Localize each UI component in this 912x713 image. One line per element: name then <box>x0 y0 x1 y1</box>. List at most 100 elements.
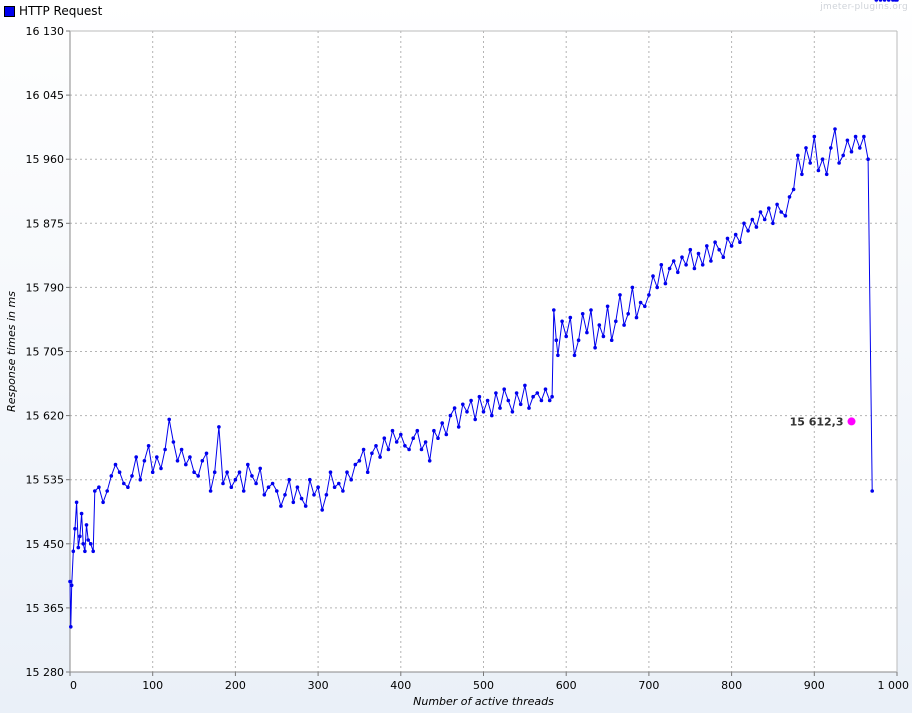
data-point <box>514 391 519 395</box>
data-point <box>779 210 783 214</box>
data-point <box>700 263 705 267</box>
data-point <box>258 466 263 471</box>
data-point <box>556 353 560 358</box>
y-axis-title: Response times in ms <box>5 291 18 412</box>
data-point <box>651 274 655 278</box>
data-point <box>266 485 271 490</box>
data-point <box>365 470 370 475</box>
data-point <box>83 549 87 554</box>
data-point <box>345 470 349 475</box>
data-point <box>593 345 597 350</box>
data-point <box>527 406 531 410</box>
data-point <box>97 485 101 490</box>
data-point <box>386 447 391 452</box>
data-point <box>659 263 664 267</box>
data-point <box>175 459 180 463</box>
y-tick-label: 16 045 <box>26 89 65 102</box>
data-point <box>845 138 850 143</box>
x-axis-title: Number of active threads <box>413 695 554 708</box>
data-point <box>200 459 205 463</box>
data-point <box>93 489 97 493</box>
data-point <box>204 451 209 456</box>
data-point <box>812 134 817 139</box>
data-point <box>886 0 891 2</box>
data-point <box>262 493 267 497</box>
data-point <box>91 549 95 554</box>
data-point <box>287 477 292 482</box>
data-point <box>605 304 610 309</box>
data-point <box>436 436 440 441</box>
data-point <box>109 474 114 478</box>
data-point <box>361 447 366 452</box>
data-point <box>746 229 750 233</box>
axes: 15 280 15 365 15 450 15 535 15 620 15 705 15 7… <box>26 25 910 692</box>
data-point <box>225 470 229 475</box>
data-point <box>858 146 862 150</box>
data-point <box>88 542 93 546</box>
data-point <box>254 481 258 486</box>
data-point <box>824 172 829 177</box>
data-point <box>208 489 213 493</box>
data-point <box>543 387 548 392</box>
data-point <box>370 451 374 456</box>
data-point <box>69 625 73 629</box>
data-point <box>374 444 378 448</box>
data-point <box>332 485 337 490</box>
data-point <box>357 459 362 463</box>
y-tick-label: 15 450 <box>26 538 65 551</box>
data-point <box>796 153 800 158</box>
data-point <box>411 436 416 441</box>
data-point <box>866 157 870 161</box>
data-point <box>86 538 90 542</box>
annotation-point <box>847 417 856 426</box>
data-point <box>448 413 453 418</box>
x-tick-label: 0 <box>70 679 77 692</box>
data-point <box>73 526 77 531</box>
data-point <box>337 481 341 486</box>
data-point <box>233 477 238 482</box>
data-point <box>246 462 250 467</box>
data-point <box>353 462 358 467</box>
data-point <box>882 0 887 2</box>
data-point <box>692 266 697 271</box>
data-point <box>138 477 143 482</box>
data-point <box>609 338 614 343</box>
data-point <box>403 444 407 448</box>
data-point <box>142 459 147 463</box>
data-point <box>804 146 808 150</box>
data-point <box>341 489 345 493</box>
data-point <box>870 489 874 493</box>
data-point <box>580 312 585 316</box>
data-point <box>878 0 883 2</box>
data-point <box>71 549 76 554</box>
data-point <box>800 172 804 177</box>
data-point <box>79 511 84 516</box>
data-point <box>576 338 581 343</box>
data-point <box>485 398 490 403</box>
data-point <box>122 481 126 486</box>
data-point <box>229 485 234 490</box>
data-point <box>444 432 449 437</box>
data-point <box>295 485 300 490</box>
data-point <box>283 493 287 497</box>
data-point <box>188 455 192 459</box>
data-point <box>783 214 788 218</box>
x-tick-label: 800 <box>721 679 742 692</box>
data-point <box>506 398 511 403</box>
data-point <box>303 504 308 508</box>
data-point <box>849 149 854 154</box>
y-tick-label: 15 365 <box>26 602 65 615</box>
data-point <box>717 247 721 252</box>
data-point <box>419 447 424 452</box>
y-tick-label: 16 130 <box>26 25 65 38</box>
data-point <box>415 428 420 433</box>
data-point <box>320 508 325 512</box>
data-point <box>84 523 89 527</box>
data-point <box>134 455 138 459</box>
series-layer <box>68 0 899 629</box>
y-tick-label: 15 705 <box>26 346 65 359</box>
data-point <box>163 447 167 452</box>
data-point <box>671 259 676 263</box>
data-point <box>312 493 316 497</box>
